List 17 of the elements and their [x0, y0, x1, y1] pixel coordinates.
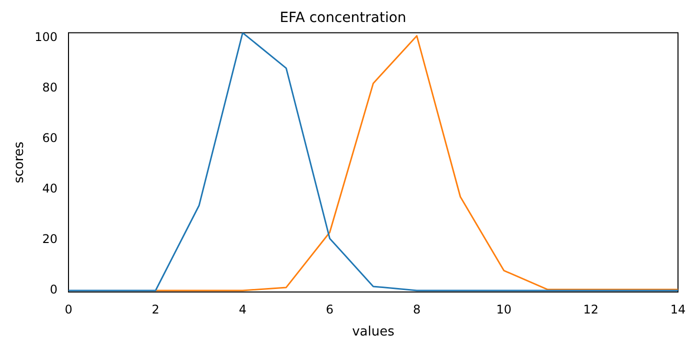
y-tick-label: 20	[42, 232, 58, 246]
y-tick-label: 60	[42, 131, 58, 146]
x-tick-label: 14	[670, 302, 686, 316]
y-axis-title: scores	[12, 141, 28, 184]
y-tick-label: 80	[42, 80, 58, 95]
x-tick-label: 0	[64, 302, 72, 316]
x-tick-label: 2	[152, 302, 160, 316]
chart-title: EFA concentration	[280, 10, 406, 26]
x-tick-label: 10	[496, 302, 512, 316]
x-tick-label: 8	[412, 302, 421, 316]
y-tick-label: 100	[34, 30, 58, 44]
x-tick-label: 6	[326, 302, 334, 316]
x-tick-label: 12	[583, 302, 599, 316]
y-tick-label: 0	[50, 282, 58, 297]
y-tick-label: 40	[42, 182, 58, 196]
x-axis-title: values	[352, 324, 395, 340]
x-tick-label: 4	[238, 302, 246, 316]
